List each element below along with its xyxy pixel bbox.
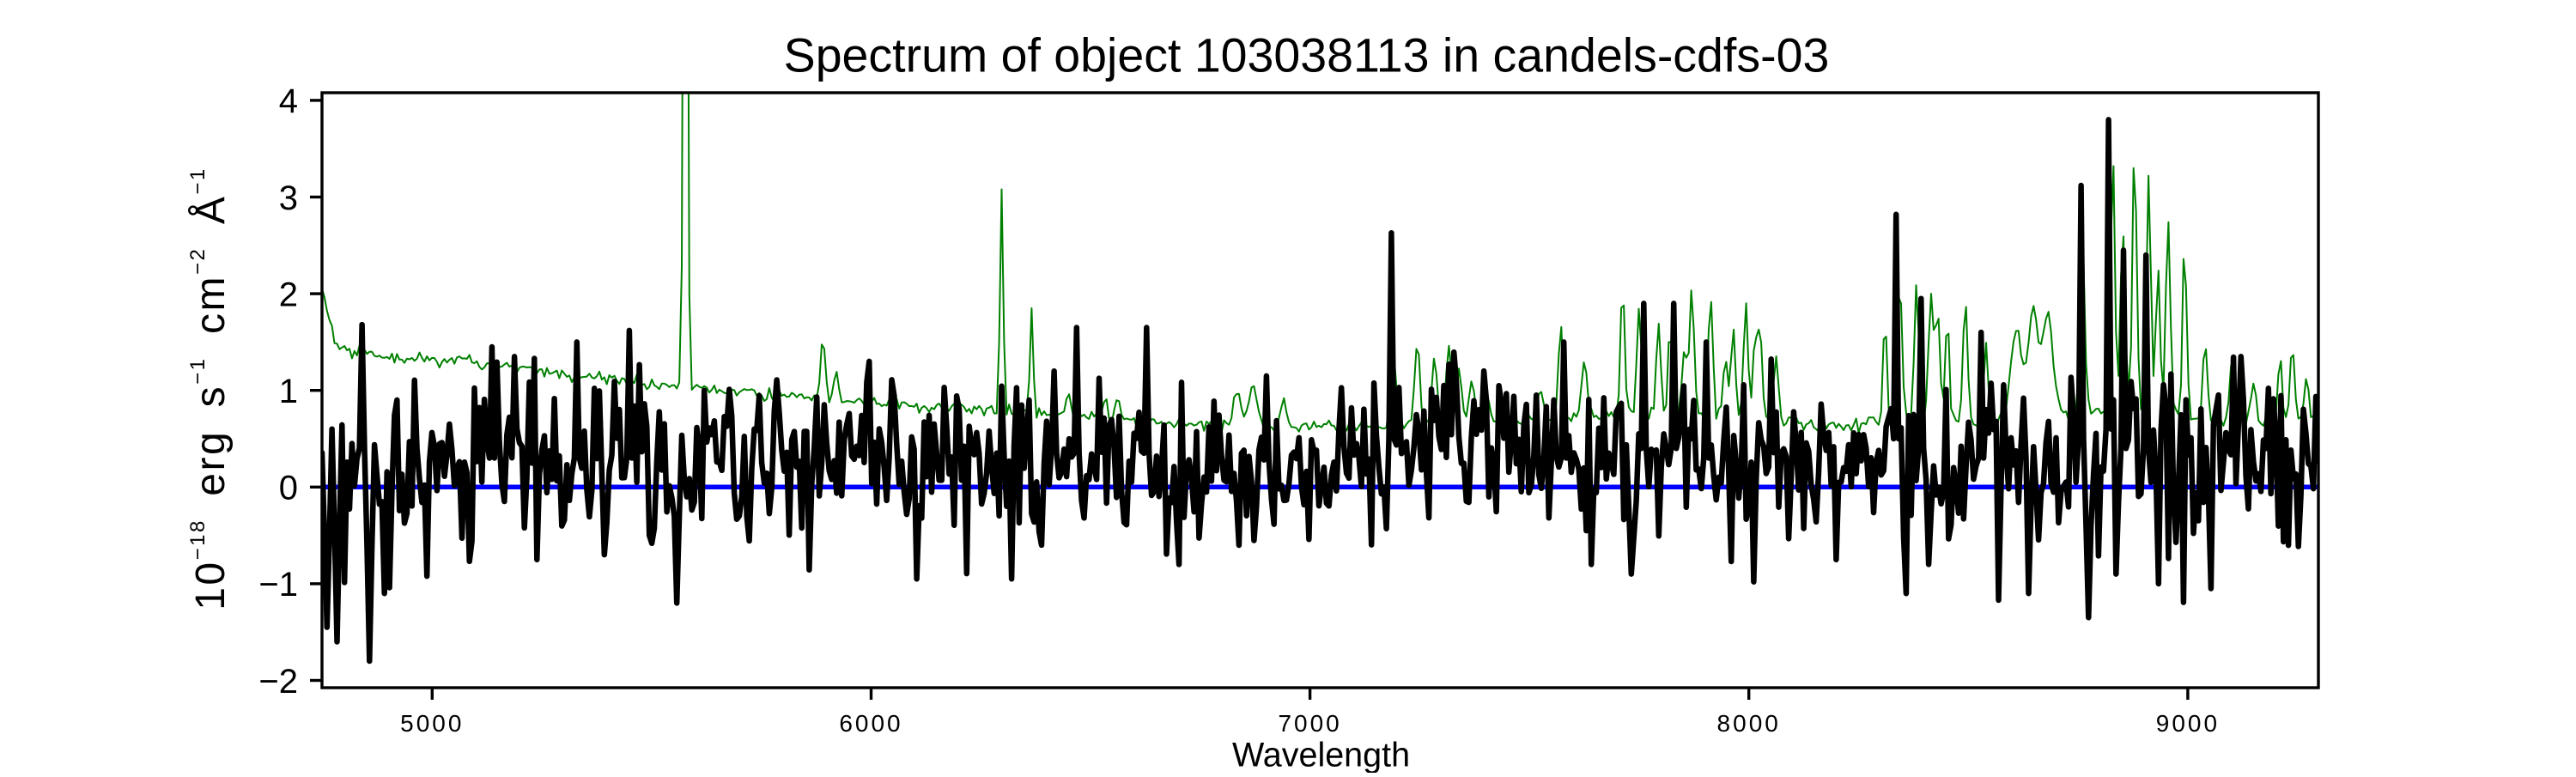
svg-text:9000: 9000 <box>2156 710 2220 737</box>
svg-text:Wavelength: Wavelength <box>1232 737 1410 773</box>
svg-text:6000: 6000 <box>839 710 902 737</box>
svg-text:1: 1 <box>279 373 298 410</box>
svg-text:5000: 5000 <box>400 710 464 737</box>
svg-text:7000: 7000 <box>1278 710 1341 737</box>
svg-text:0: 0 <box>279 470 298 507</box>
svg-text:4: 4 <box>279 82 298 120</box>
svg-text:−2: −2 <box>258 663 298 701</box>
svg-text:3: 3 <box>279 179 298 217</box>
svg-text:2: 2 <box>279 276 298 313</box>
svg-text:Spectrum of object 103038113 i: Spectrum of object 103038113 in candels-… <box>784 28 1830 82</box>
svg-text:−1: −1 <box>258 566 298 604</box>
svg-text:8000: 8000 <box>1717 710 1781 737</box>
